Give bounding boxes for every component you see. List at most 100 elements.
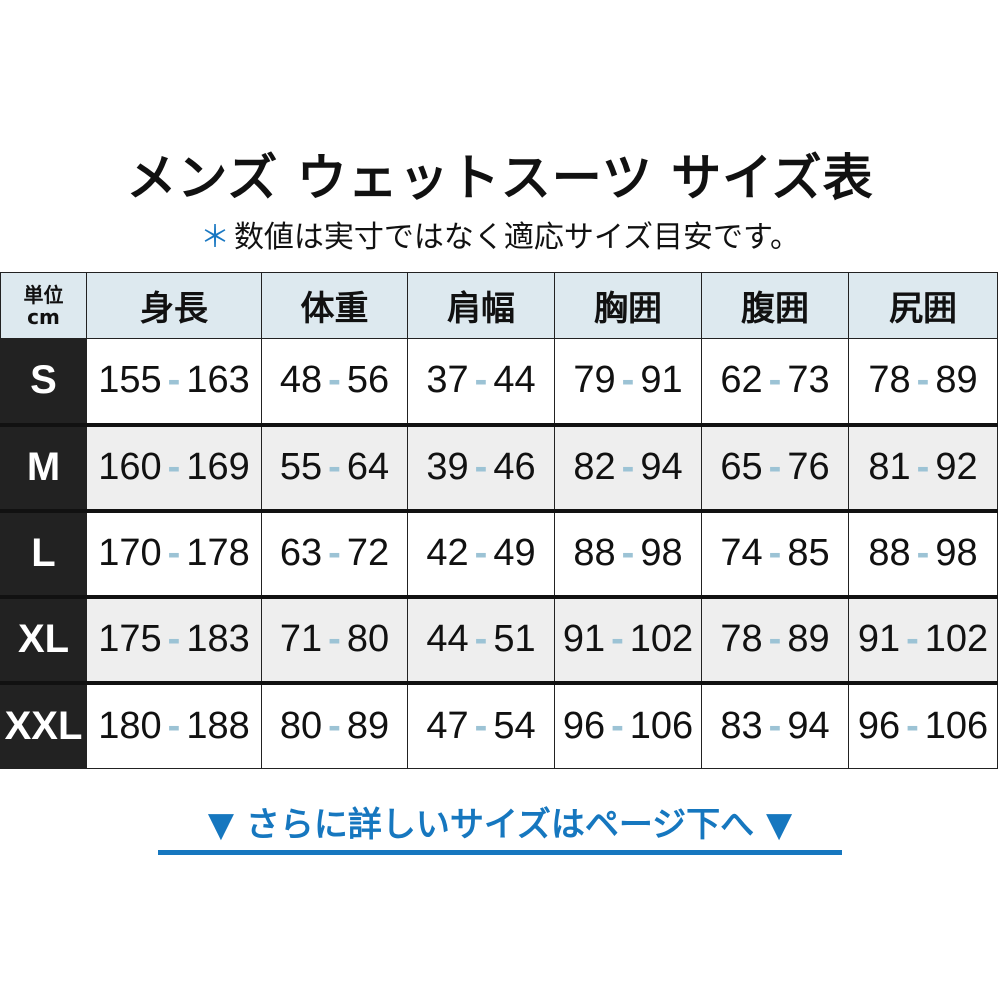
down-triangle-icon: ▼ <box>766 805 793 845</box>
column-header: 腹囲 <box>701 272 849 339</box>
range-dash: - <box>328 446 341 488</box>
range-dash: - <box>768 359 782 402</box>
size-range-cell: 71-80 <box>261 594 408 683</box>
range-max: 106 <box>629 704 694 747</box>
range-max: 54 <box>493 704 536 747</box>
size-range-cell: 62-73 <box>701 338 849 425</box>
unit-header: 単位 cm <box>0 272 87 339</box>
range-min: 80 <box>279 704 323 747</box>
range-dash: - <box>916 359 930 402</box>
range-max: 56 <box>346 359 390 402</box>
column-header: 体重 <box>261 272 408 339</box>
note-text: 数値は実寸ではなく適応サイズ目安です。 <box>233 220 801 255</box>
size-range-cell: 180-188 <box>86 680 262 769</box>
range-dash: - <box>328 359 341 402</box>
range-dash: - <box>167 532 181 574</box>
range-min: 170 <box>98 532 162 574</box>
range-dash: - <box>768 704 782 747</box>
range-dash: - <box>621 532 635 574</box>
range-max: 73 <box>787 359 830 402</box>
size-range-cell: 47-54 <box>407 680 555 769</box>
size-range-cell: 78-89 <box>848 338 998 425</box>
range-max: 72 <box>346 532 390 574</box>
range-dash: - <box>768 446 782 488</box>
range-min: 62 <box>720 359 763 402</box>
range-min: 79 <box>573 359 616 402</box>
range-max: 76 <box>787 446 830 488</box>
range-max: 51 <box>493 618 536 660</box>
range-max: 89 <box>935 359 978 402</box>
range-max: 163 <box>186 359 250 402</box>
column-header: 肩幅 <box>407 272 555 339</box>
range-dash: - <box>916 446 930 488</box>
range-max: 91 <box>640 359 683 402</box>
range-max: 178 <box>186 532 250 574</box>
range-min: 78 <box>868 359 911 402</box>
size-range-cell: 79-91 <box>554 338 702 425</box>
range-min: 37 <box>426 359 469 402</box>
range-min: 78 <box>720 618 763 660</box>
range-dash: - <box>474 359 488 402</box>
size-label: L <box>0 508 87 597</box>
range-min: 160 <box>98 446 162 488</box>
size-range-cell: 39-46 <box>407 422 555 511</box>
size-range-cell: 96-106 <box>554 680 702 769</box>
range-min: 96 <box>562 704 606 747</box>
range-dash: - <box>906 618 919 660</box>
range-max: 169 <box>186 446 250 488</box>
range-dash: - <box>328 532 341 574</box>
range-min: 83 <box>720 704 763 747</box>
range-dash: - <box>768 618 782 660</box>
range-min: 71 <box>279 618 323 660</box>
range-max: 188 <box>186 704 250 747</box>
range-dash: - <box>611 704 624 747</box>
range-max: 49 <box>493 532 536 574</box>
range-dash: - <box>768 532 782 574</box>
size-range-cell: 55-64 <box>261 422 408 511</box>
range-dash: - <box>621 446 635 488</box>
size-range-cell: 63-72 <box>261 508 408 597</box>
range-min: 44 <box>426 618 469 660</box>
page-title: メンズ ウェットスーツ サイズ表 <box>126 149 874 207</box>
range-min: 96 <box>857 704 901 747</box>
column-header: 身長 <box>86 272 262 339</box>
size-row-xl: XL 175-183 71-80 44-51 91-102 78-89 91-102 <box>0 594 998 683</box>
more-sizes-link[interactable]: ▼ さらに詳しいサイズはページ下へ ▼ <box>158 797 842 846</box>
range-min: 91 <box>857 618 901 660</box>
range-min: 42 <box>426 532 469 574</box>
size-range-cell: 88-98 <box>848 508 998 597</box>
size-range-cell: 160-169 <box>86 422 262 511</box>
size-range-cell: 82-94 <box>554 422 702 511</box>
range-dash: - <box>328 704 341 747</box>
range-max: 89 <box>787 618 830 660</box>
range-max: 98 <box>935 532 978 574</box>
divider <box>158 850 842 855</box>
range-dash: - <box>167 704 181 747</box>
size-label: XXL <box>0 680 87 769</box>
range-max: 102 <box>924 618 989 660</box>
range-max: 183 <box>186 618 250 660</box>
size-range-cell: 37-44 <box>407 338 555 425</box>
range-max: 106 <box>924 704 989 747</box>
header-row: 単位 cm 身長 体重 肩幅 胸囲 腹囲 尻囲 <box>0 272 998 339</box>
size-row-xxl: XXL 180-188 80-89 47-54 96-106 83-94 96-106 <box>0 680 998 769</box>
size-range-cell: 44-51 <box>407 594 555 683</box>
size-range-cell: 81-92 <box>848 422 998 511</box>
size-row-m: M 160-169 55-64 39-46 82-94 65-76 81-92 <box>0 422 998 511</box>
range-max: 94 <box>787 704 830 747</box>
range-max: 98 <box>640 532 683 574</box>
range-min: 39 <box>426 446 469 488</box>
range-min: 63 <box>279 532 323 574</box>
unit-label: 単位 <box>23 282 64 307</box>
size-range-cell: 78-89 <box>701 594 849 683</box>
range-dash: - <box>474 618 488 660</box>
unit-cm: cm <box>27 304 60 329</box>
size-range-cell: 80-89 <box>261 680 408 769</box>
range-dash: - <box>916 532 930 574</box>
range-min: 155 <box>98 359 162 402</box>
range-dash: - <box>611 618 624 660</box>
range-min: 88 <box>573 532 616 574</box>
range-dash: - <box>167 618 181 660</box>
range-min: 82 <box>573 446 616 488</box>
size-range-cell: 74-85 <box>701 508 849 597</box>
